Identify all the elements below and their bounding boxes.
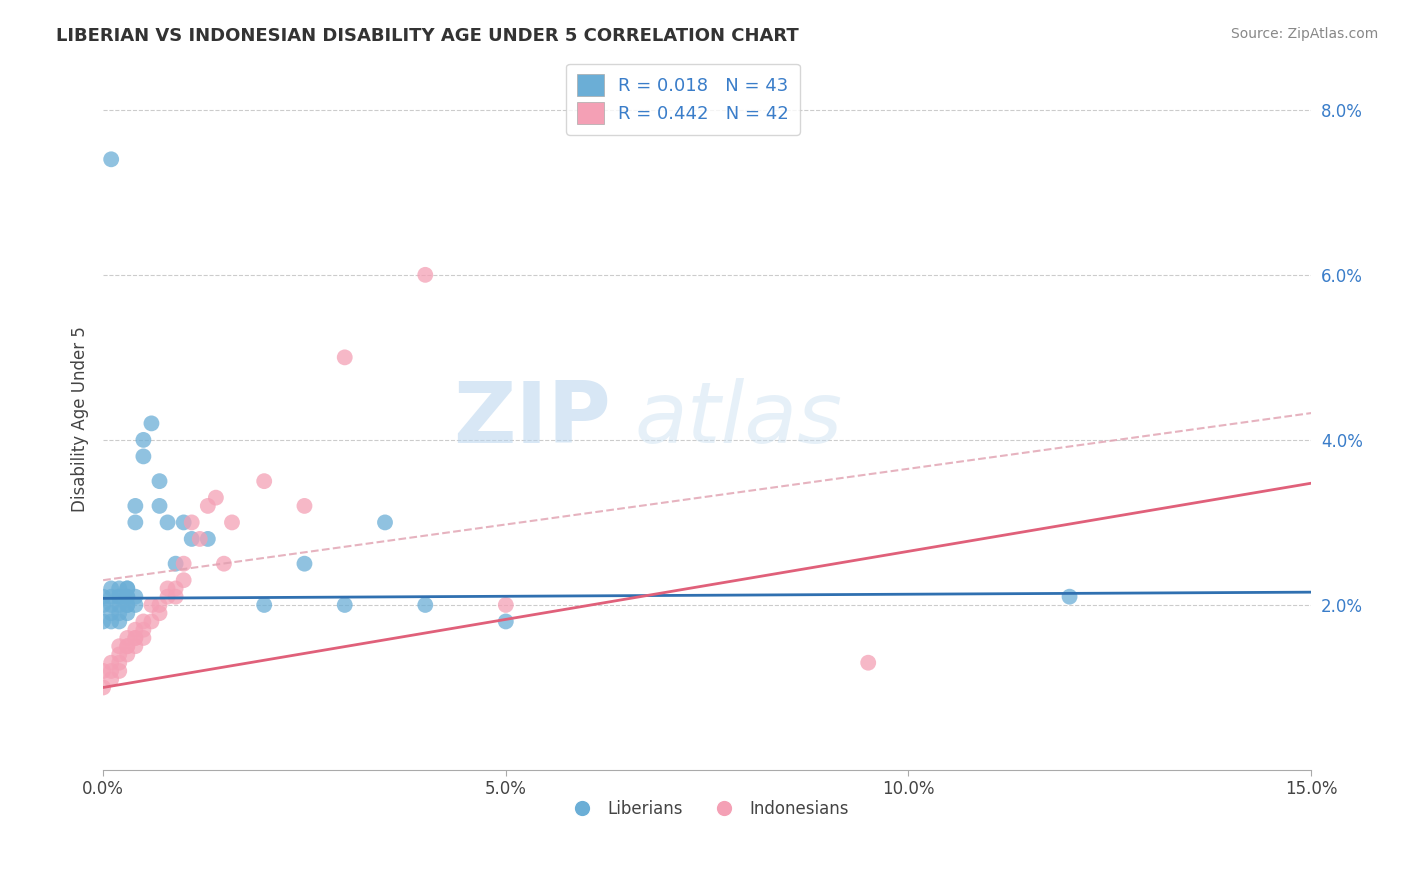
Point — [495, 615, 517, 629]
Point — [374, 516, 396, 530]
Point — [132, 631, 155, 645]
Point — [91, 615, 114, 629]
Point — [253, 598, 276, 612]
Point — [108, 590, 131, 604]
Point — [148, 474, 170, 488]
Point — [124, 639, 146, 653]
Point — [108, 648, 131, 662]
Point — [156, 582, 179, 596]
Point — [188, 532, 211, 546]
Point — [100, 582, 122, 596]
Point — [197, 532, 219, 546]
Point — [858, 656, 880, 670]
Point — [91, 664, 114, 678]
Point — [100, 615, 122, 629]
Text: Source: ZipAtlas.com: Source: ZipAtlas.com — [1230, 27, 1378, 41]
Point — [117, 648, 139, 662]
Point — [132, 623, 155, 637]
Point — [91, 598, 114, 612]
Point — [1059, 590, 1081, 604]
Point — [100, 664, 122, 678]
Point — [173, 573, 195, 587]
Point — [124, 516, 146, 530]
Point — [173, 557, 195, 571]
Point — [205, 491, 228, 505]
Point — [108, 615, 131, 629]
Point — [117, 598, 139, 612]
Point — [100, 153, 122, 167]
Point — [413, 268, 436, 282]
Point — [413, 598, 436, 612]
Point — [117, 590, 139, 604]
Point — [221, 516, 243, 530]
Point — [108, 639, 131, 653]
Point — [124, 631, 146, 645]
Legend: Liberians, Indonesians: Liberians, Indonesians — [558, 794, 855, 825]
Point — [117, 639, 139, 653]
Point — [124, 623, 146, 637]
Point — [108, 656, 131, 670]
Point — [100, 672, 122, 686]
Text: atlas: atlas — [634, 377, 842, 461]
Point — [117, 582, 139, 596]
Point — [132, 433, 155, 447]
Point — [124, 631, 146, 645]
Point — [294, 499, 316, 513]
Point — [91, 590, 114, 604]
Point — [156, 516, 179, 530]
Point — [141, 417, 163, 431]
Point — [132, 615, 155, 629]
Point — [108, 598, 131, 612]
Point — [141, 615, 163, 629]
Text: ZIP: ZIP — [453, 377, 610, 461]
Point — [212, 557, 235, 571]
Point — [173, 516, 195, 530]
Point — [141, 598, 163, 612]
Point — [108, 606, 131, 620]
Point — [117, 631, 139, 645]
Y-axis label: Disability Age Under 5: Disability Age Under 5 — [72, 326, 89, 512]
Point — [294, 557, 316, 571]
Point — [108, 664, 131, 678]
Point — [117, 639, 139, 653]
Point — [100, 606, 122, 620]
Point — [108, 590, 131, 604]
Point — [100, 598, 122, 612]
Point — [180, 532, 202, 546]
Point — [124, 598, 146, 612]
Point — [108, 582, 131, 596]
Point — [100, 656, 122, 670]
Point — [148, 598, 170, 612]
Point — [100, 590, 122, 604]
Point — [91, 681, 114, 695]
Text: LIBERIAN VS INDONESIAN DISABILITY AGE UNDER 5 CORRELATION CHART: LIBERIAN VS INDONESIAN DISABILITY AGE UN… — [56, 27, 799, 45]
Point — [124, 499, 146, 513]
Point — [333, 351, 356, 365]
Point — [117, 590, 139, 604]
Point — [132, 450, 155, 464]
Point — [253, 474, 276, 488]
Point — [180, 516, 202, 530]
Point — [333, 598, 356, 612]
Point — [197, 499, 219, 513]
Point — [148, 606, 170, 620]
Point — [495, 598, 517, 612]
Point — [165, 557, 187, 571]
Point — [148, 499, 170, 513]
Point — [165, 590, 187, 604]
Point — [117, 606, 139, 620]
Point — [124, 590, 146, 604]
Point — [117, 598, 139, 612]
Point — [117, 582, 139, 596]
Point — [165, 582, 187, 596]
Point — [156, 590, 179, 604]
